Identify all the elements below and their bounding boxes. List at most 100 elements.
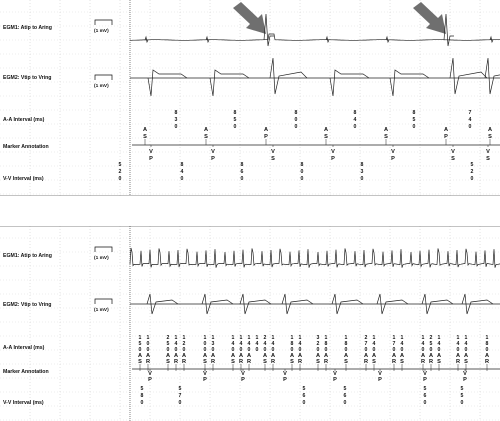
interval-digit: 0 xyxy=(175,347,178,353)
interval-digit: 0 xyxy=(422,347,425,353)
marker-letter: A xyxy=(182,353,186,359)
arrow-icon xyxy=(233,2,266,34)
interval-digit: 5 xyxy=(141,386,144,392)
marker-letter: R xyxy=(485,359,489,365)
interval-digit: 4 xyxy=(438,341,441,347)
marker-letter: V xyxy=(378,371,382,377)
marker-letter: A xyxy=(392,353,396,359)
atrial-markers: ASARASARARASARASARARASARASARASARASARASAR… xyxy=(138,353,489,371)
interval-digit: 3 xyxy=(212,341,215,347)
scale-label: (1 mV) xyxy=(94,307,109,313)
marker-letter: A xyxy=(263,353,267,359)
interval-digit: 1 xyxy=(204,335,207,341)
interval-digit: 0 xyxy=(393,347,396,353)
interval-digit: 0 xyxy=(295,117,298,123)
interval-digit: 1 xyxy=(183,335,186,341)
scale-bar-egm1: (1 mV) xyxy=(94,19,113,34)
marker-letter: V xyxy=(423,371,427,377)
marker-letter: S xyxy=(231,359,235,365)
interval-digit: 4 xyxy=(256,341,259,347)
marker-letter: S xyxy=(316,359,320,365)
interval-digit: 4 xyxy=(469,117,472,123)
interval-digit: 0 xyxy=(119,176,122,182)
marker-letter: S xyxy=(384,134,388,140)
interval-digit: 4 xyxy=(175,341,178,347)
interval-digit: 6 xyxy=(344,393,347,399)
interval-digit: 0 xyxy=(248,347,251,353)
marker-letter: S xyxy=(451,156,455,162)
marker-letter: A xyxy=(456,353,460,359)
marker-annotation-label: Marker Annotation xyxy=(3,369,49,375)
marker-letter: S xyxy=(203,359,207,365)
vv-interval-label: V-V Interval (ms) xyxy=(3,400,44,406)
marker-letter: R xyxy=(247,359,251,365)
interval-digit: 1 xyxy=(393,335,396,341)
marker-letter: A xyxy=(143,127,147,133)
interval-digit: 6 xyxy=(303,393,306,399)
interval-digit: 0 xyxy=(204,347,207,353)
interval-digit: 0 xyxy=(179,400,182,406)
egm-panel-bottom: EGM1: Atip to Aring EGM2: Vtip to Vring … xyxy=(0,226,500,421)
marker-letter: S xyxy=(166,359,170,365)
interval-digit: 0 xyxy=(256,347,259,353)
interval-digit: 4 xyxy=(465,341,468,347)
marker-letter: V xyxy=(148,371,152,377)
interval-digit: 8 xyxy=(345,341,348,347)
interval-digit: 0 xyxy=(401,347,404,353)
marker-annotation-label: Marker Annotation xyxy=(3,144,49,150)
interval-digit: 8 xyxy=(361,162,364,168)
interval-digit: 4 xyxy=(272,341,275,347)
interval-digit: 0 xyxy=(317,347,320,353)
interval-digit: 4 xyxy=(457,341,460,347)
interval-digit: 7 xyxy=(365,341,368,347)
marker-letter: A xyxy=(324,353,328,359)
interval-digit: 5 xyxy=(461,386,464,392)
marker-letter: A xyxy=(211,353,215,359)
egm1-label: EGM1: Atip to Aring xyxy=(3,25,52,31)
panel-gap xyxy=(0,196,500,226)
interval-digit: 0 xyxy=(301,169,304,175)
egm2-label: EGM2: Vtip to Vring xyxy=(3,75,51,81)
marker-letter: A xyxy=(344,353,348,359)
scale-label: (1 mV) xyxy=(94,255,109,261)
egm1-trace xyxy=(129,33,500,41)
marker-letter: P xyxy=(378,377,382,383)
marker-letter: P xyxy=(148,377,152,383)
marker-letter: A xyxy=(316,353,320,359)
interval-digit: 7 xyxy=(469,110,472,116)
scale-label: (1 mV) xyxy=(94,83,109,89)
interval-digit: 5 xyxy=(139,341,142,347)
interval-digit: 0 xyxy=(461,400,464,406)
interval-digit: 1 xyxy=(232,335,235,341)
interval-digit: 0 xyxy=(469,124,472,130)
interval-digit: 0 xyxy=(147,347,150,353)
interval-digit: 0 xyxy=(147,341,150,347)
interval-digit: 1 xyxy=(401,335,404,341)
marker-letter: A xyxy=(166,353,170,359)
interval-digit: 4 xyxy=(422,341,425,347)
interval-digit: 6 xyxy=(241,169,244,175)
interval-digit: 0 xyxy=(241,176,244,182)
interval-digit: 0 xyxy=(175,124,178,130)
interval-digit: 0 xyxy=(291,347,294,353)
marker-letter: P xyxy=(264,134,268,140)
egm-strip-bottom: EGM1: Atip to Aring EGM2: Vtip to Vring … xyxy=(0,226,500,421)
marker-letter: A xyxy=(372,353,376,359)
interval-digit: 0 xyxy=(232,347,235,353)
marker-letter: R xyxy=(456,359,460,365)
egm2-label: EGM2: Vtip to Vring xyxy=(3,302,51,308)
marker-letter: V xyxy=(271,149,275,155)
interval-digit: 8 xyxy=(241,162,244,168)
egm1-label: EGM1: Atip to Aring xyxy=(3,253,52,259)
marker-letter: S xyxy=(143,134,147,140)
interval-digit: 8 xyxy=(486,341,489,347)
marker-letter: R xyxy=(271,359,275,365)
marker-letter: S xyxy=(486,156,490,162)
interval-digit: 3 xyxy=(317,335,320,341)
interval-digit: 3 xyxy=(175,117,178,123)
